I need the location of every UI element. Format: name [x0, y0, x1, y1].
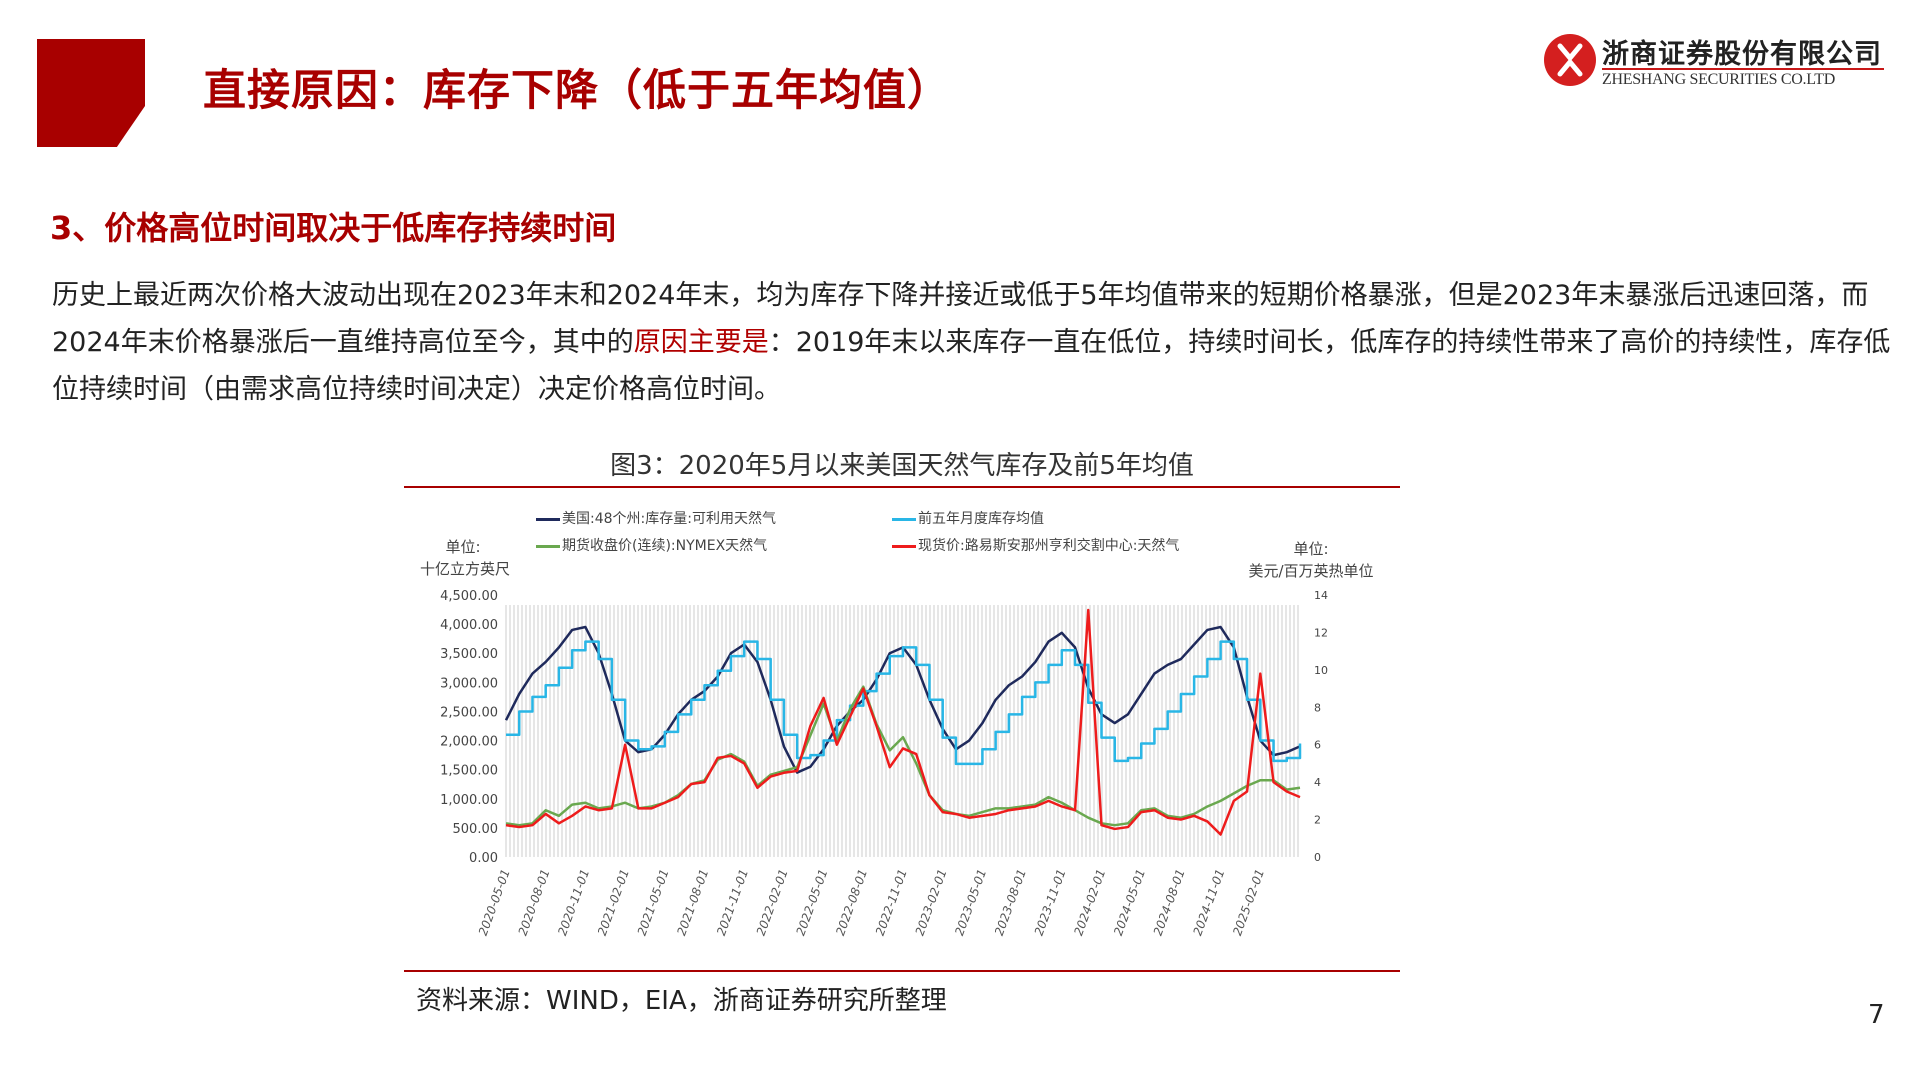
x-tick-label: 2021-02-01	[595, 867, 632, 937]
figure-top-rule	[404, 486, 1400, 488]
logo-emblem-icon	[1544, 34, 1596, 86]
legend-swatch	[892, 517, 916, 521]
y-tick-label: 2,000.00	[440, 735, 498, 750]
x-tick-label: 2025-02-01	[1230, 867, 1267, 937]
x-tick-label: 2023-11-01	[1032, 867, 1069, 937]
y2-tick-label: 0	[1314, 851, 1321, 864]
paragraph-text: 历史上最近两次价格大波动出现在2023年末和2024年末，均为库存下降并接近或低…	[52, 280, 1869, 358]
y-tick-label: 500.00	[453, 822, 499, 837]
legend-label: 美国:48个州:库存量:可利用天然气	[562, 511, 776, 527]
legend-item-inventory: 美国:48个州:库存量:可利用天然气	[536, 508, 776, 528]
legend-item-five-year-avg: 前五年月度库存均值	[892, 508, 1044, 528]
y2-tick-label: 10	[1314, 664, 1328, 677]
legend-item-futures: 期货收盘价(连续):NYMEX天然气	[536, 535, 767, 555]
x-tick-label: 2024-02-01	[1071, 867, 1108, 937]
legend-label: 现货价:路易斯安那州亨利交割中心:天然气	[918, 538, 1180, 554]
right-axis-unit: 单位: 美元/百万英热单位	[1236, 538, 1386, 582]
header-accent-block	[37, 39, 145, 147]
page-number: 7	[1868, 1000, 1885, 1030]
y2-tick-label: 6	[1314, 739, 1321, 752]
x-tick-label: 2020-11-01	[555, 867, 592, 937]
legend-label: 前五年月度库存均值	[918, 511, 1044, 527]
x-tick-label: 2021-08-01	[674, 867, 711, 937]
y2-tick-label: 14	[1314, 589, 1328, 602]
y-tick-label: 4,500.00	[440, 589, 498, 604]
figure-bottom-rule	[404, 970, 1400, 972]
figure-source: 资料来源：WIND，EIA，浙商证券研究所整理	[416, 986, 947, 1016]
x-tick-label: 2023-05-01	[952, 867, 989, 937]
x-tick-label: 2022-02-01	[754, 867, 791, 937]
paragraph-text: ：2019年末以来库存一直在低位，持续时间长，低库存的持续性带来了高价的持续性，…	[52, 327, 1891, 405]
unit-label: 单位:	[1293, 540, 1329, 558]
legend-label: 期货收盘价(连续):NYMEX天然气	[562, 538, 768, 554]
x-tick-label: 2022-11-01	[873, 867, 910, 937]
chart: 4,500.00 4,000.00 3,500.00 3,000.00 2,500.00…	[404, 490, 1400, 974]
body-paragraph: 历史上最近两次价格大波动出现在2023年末和2024年末，均为库存下降并接近或低…	[52, 272, 1892, 413]
logo-english-name: ZHESHANG SECURITIES CO.LTD	[1602, 71, 1835, 88]
page-title: 直接原因：库存下降（低于五年均值）	[203, 66, 951, 116]
series-line	[506, 640, 1302, 766]
logo-chinese-name: 浙商证券股份有限公司	[1602, 39, 1882, 70]
legend-swatch	[892, 544, 916, 548]
unit-label: 十亿立方英尺	[420, 560, 511, 578]
series-line	[505, 608, 1301, 836]
company-logo: 浙商证券股份有限公司 ZHESHANG SECURITIES CO.LTD	[1544, 30, 1884, 92]
left-axis-unit: 单位: 十亿立方英尺	[420, 536, 511, 580]
x-tick-label: 2021-11-01	[714, 867, 751, 937]
x-tick-label: 2020-05-01	[476, 867, 513, 937]
y-tick-label: 4,000.00	[440, 618, 498, 633]
legend-item-spot: 现货价:路易斯安那州亨利交割中心:天然气	[892, 535, 1179, 555]
y-tick-label: 0.00	[469, 851, 498, 866]
y-tick-label: 1,500.00	[440, 764, 498, 779]
figure-title: 图3：2020年5月以来美国天然气库存及前5年均值	[610, 451, 1194, 481]
unit-label: 美元/百万英热单位	[1248, 562, 1374, 580]
x-tick-label: 2022-08-01	[833, 867, 870, 937]
x-tick-label: 2024-08-01	[1151, 867, 1188, 937]
x-tick-label: 2023-02-01	[913, 867, 950, 937]
y-tick-label: 3,500.00	[440, 647, 498, 662]
x-tick-label: 2022-05-01	[793, 867, 830, 937]
x-tick-label: 2024-11-01	[1190, 867, 1227, 937]
y2-tick-label: 12	[1314, 626, 1328, 639]
legend-swatch	[536, 544, 560, 548]
x-tick-label: 2023-08-01	[992, 867, 1029, 937]
legend-swatch	[536, 517, 560, 521]
paragraph-highlight: 原因主要是	[633, 327, 769, 358]
x-tick-label: 2020-08-01	[516, 867, 553, 937]
y2-tick-label: 4	[1314, 776, 1321, 789]
y-tick-label: 2,500.00	[440, 705, 498, 720]
y2-tick-label: 8	[1314, 701, 1321, 714]
y-tick-label: 1,000.00	[440, 793, 498, 808]
x-tick-label: 2021-05-01	[635, 867, 672, 937]
unit-label: 单位:	[445, 538, 481, 556]
section-title: 3、价格高位时间取决于低库存持续时间	[50, 209, 617, 247]
y-tick-label: 3,000.00	[440, 676, 498, 691]
chart-canvas: 4,500.00 4,000.00 3,500.00 3,000.00 2,500.00…	[440, 589, 1328, 938]
x-tick-label: 2024-05-01	[1111, 867, 1148, 937]
logo-divider	[1602, 68, 1884, 70]
y2-tick-label: 2	[1314, 814, 1321, 827]
